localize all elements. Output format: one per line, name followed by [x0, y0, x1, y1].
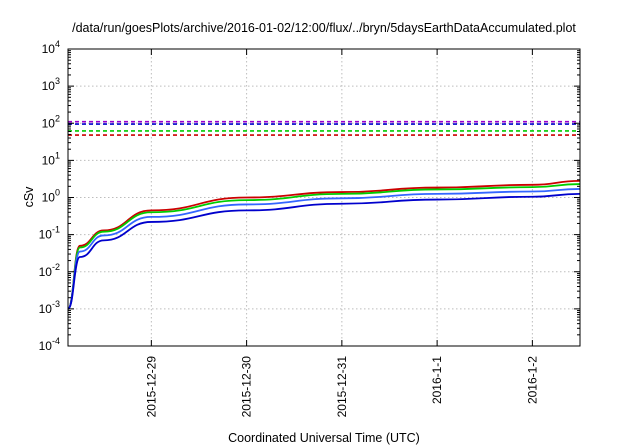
chart-title: /data/run/goesPlots/archive/2016-01-02/1… — [72, 21, 576, 35]
grid — [68, 49, 580, 346]
x-axis-label: Coordinated Universal Time (UTC) — [228, 431, 420, 445]
x-tick-label: 2016-1-1 — [430, 356, 444, 404]
tick-marks — [68, 48, 580, 347]
x-tick-label: 2015-12-29 — [144, 356, 158, 418]
y-axis-label: cSv — [22, 186, 36, 208]
y-tick-label: 103 — [42, 76, 60, 93]
y-tick-labels: 10-4 10-3 10-2 10-1 100 101 102 103 104 — [39, 39, 60, 353]
y-tick-label: 10-2 — [39, 262, 60, 279]
y-tick-label: 100 — [42, 188, 60, 205]
series-line-1 — [67, 183, 581, 310]
series-line-2 — [67, 188, 581, 310]
y-tick-label: 102 — [42, 113, 60, 130]
series-layer — [67, 120, 581, 310]
x-tick-label: 2015-12-30 — [240, 356, 254, 418]
y-tick-label: 10-3 — [39, 299, 60, 316]
y-tick-label: 104 — [42, 39, 60, 56]
x-tick-labels: 2015-12-29 2015-12-30 2015-12-31 2016-1-1 20… — [144, 356, 539, 418]
x-tick-label: 2016-1-2 — [525, 356, 539, 404]
x-tick-label: 2015-12-31 — [335, 356, 349, 418]
y-tick-label: 10-1 — [39, 225, 60, 242]
series-line-0 — [67, 179, 581, 310]
series-line-3 — [67, 193, 581, 310]
y-tick-label: 10-4 — [39, 336, 60, 353]
y-tick-label: 101 — [42, 150, 60, 167]
